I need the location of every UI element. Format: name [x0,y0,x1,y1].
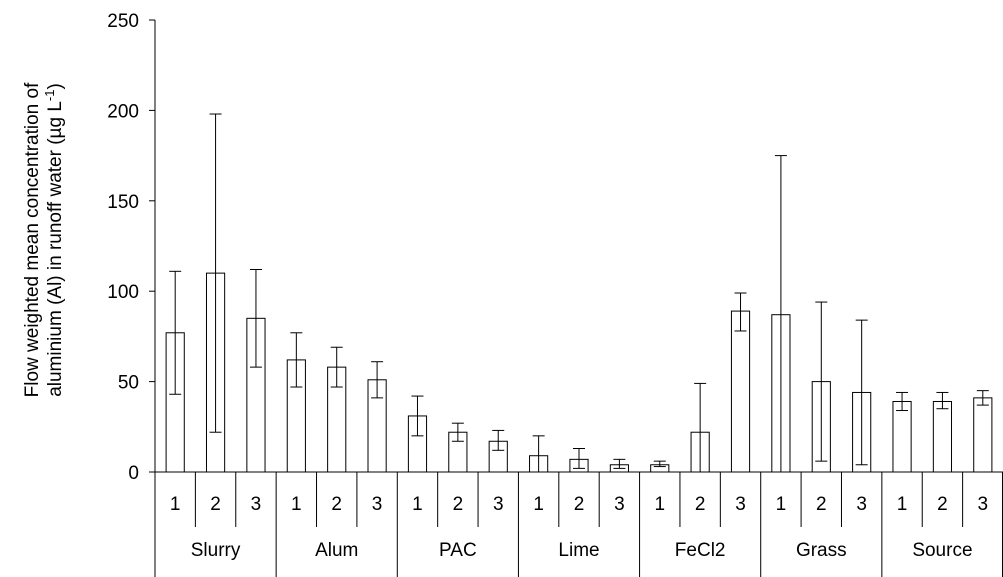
x-category-label: 2 [574,494,585,515]
x-category-label: 1 [533,494,544,515]
y-axis-title: Flow weighted mean concentration of alum… [22,82,66,397]
y-axis-title-superscript: -1 [42,90,57,102]
x-category-label: 3 [251,494,262,515]
x-category-label: 1 [897,494,908,515]
x-group-label: Slurry [191,540,241,561]
bar-source-2 [932,400,953,473]
x-category-label: 1 [654,494,665,515]
x-group-label: Grass [796,540,847,561]
x-group-label: FeCl2 [675,540,726,561]
x-category-label: 1 [412,494,423,515]
x-category-label: 3 [493,494,504,515]
x-category-label: 1 [170,494,181,515]
x-category-label: 3 [735,494,746,515]
x-group-label: Alum [315,540,358,561]
x-group-label: Lime [558,540,599,561]
x-axis-labels: 1 2 3 Slurry 1 2 3 Alum 1 2 3 PAC 1 2 3 Lime 1 2 3 FeCl2 1 2 3… [154,472,1003,577]
y-tick-label: 0 [128,463,139,484]
x-category-label: 2 [937,494,948,515]
x-category-label: 2 [453,494,464,515]
y-tick-label: 250 [107,11,139,32]
y-tick-label: 150 [107,192,139,213]
x-category-label: 1 [291,494,302,515]
y-tick-label: 200 [107,101,139,122]
bar-source-3 [973,397,993,473]
x-category-label: 2 [331,494,342,515]
bar-fecl2-3 [730,310,751,473]
y-tick-label: 100 [107,282,139,303]
x-category-label: 1 [776,494,787,515]
y-axis-title-close: ) [45,83,66,89]
y-axis-ticks: 0 50 100 150 200 250 [107,11,155,484]
y-axis-title-line1: Flow weighted mean concentration of [22,82,43,397]
x-category-label: 2 [210,494,221,515]
bars [165,113,993,473]
x-category-label: 3 [978,494,989,515]
x-group-label: PAC [439,540,477,561]
bar-source-1 [892,400,912,473]
x-category-label: 2 [816,494,827,515]
axes [154,20,1003,473]
x-category-label: 2 [695,494,706,515]
y-axis-title-line2-main: aluminium (Al) in runoff water (µg L [45,101,66,397]
x-group-label: Source [912,540,972,561]
y-axis-title-line2: aluminium (Al) in runoff water (µg L-1) [42,83,66,397]
x-category-label: 3 [856,494,867,515]
y-tick-label: 50 [118,373,139,394]
x-category-label: 3 [372,494,383,515]
x-category-label: 3 [614,494,625,515]
